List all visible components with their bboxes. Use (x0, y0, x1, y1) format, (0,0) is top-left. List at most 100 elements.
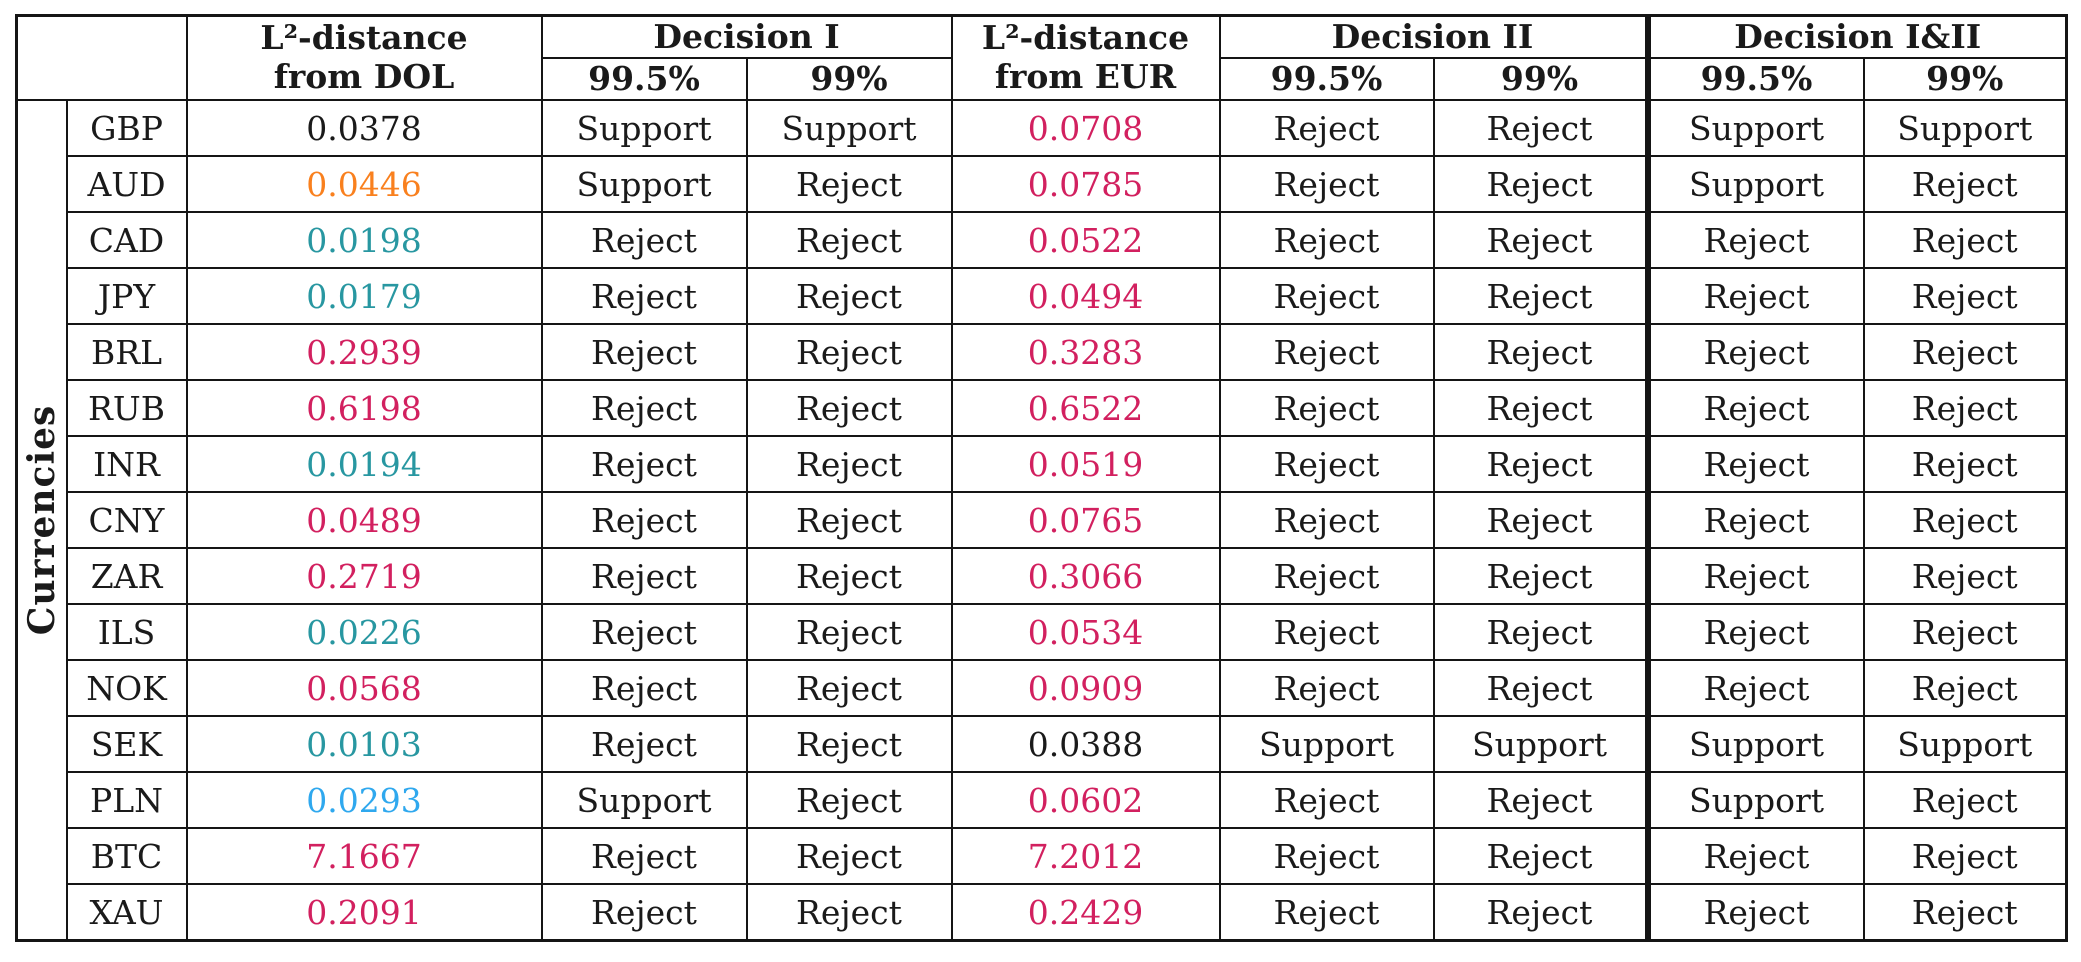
eur-distance-value-cell: 0.0494 (950, 267, 1221, 325)
decision1-99-value-cell: Reject (745, 435, 953, 493)
eur-distance-value-cell: 0.0708 (950, 99, 1221, 157)
decision1and2-995-value-cell: Reject (1644, 883, 1865, 942)
decision1-995-value-cell: Reject (540, 547, 748, 605)
decision1and2-99-value-cell: Reject (1862, 379, 2068, 437)
decision1and2-995-value-cell: Reject (1644, 435, 1865, 493)
decision1and2-99-value-cell: Reject (1862, 323, 2068, 381)
decision1-995-value-cell: Reject (540, 491, 748, 549)
decision1and2-995-value-cell: Support (1644, 715, 1865, 773)
row-group-label-currencies: Currencies (15, 99, 68, 942)
decision1and2-99-value-cell: Reject (1862, 211, 2068, 269)
dol-distance-value-cell: 0.6198 (185, 379, 543, 437)
decision2-995-value-cell: Reject (1218, 603, 1435, 661)
decision2-99-value-cell: Reject (1432, 155, 1649, 213)
decision1and2-99-value-cell: Support (1862, 715, 2068, 773)
decision1-995-value-cell: Support (540, 771, 748, 829)
decision1and2-995-value-cell: Reject (1644, 379, 1865, 437)
decision1-99-value-cell: Reject (745, 827, 953, 885)
dol-distance-value-cell: 0.0378 (185, 99, 543, 157)
eur-distance-value-cell: 0.3066 (950, 547, 1221, 605)
decision1-99-value-cell: Reject (745, 659, 953, 717)
dol-distance-value-cell: 0.0489 (185, 491, 543, 549)
currency-code-cell: GBP (65, 99, 188, 157)
dol-distance-value-cell: 0.2091 (185, 883, 543, 942)
currency-code-cell: RUB (65, 379, 188, 437)
decision2-99-value-cell: Reject (1432, 211, 1649, 269)
table-row: CNY 0.0489 Reject Reject 0.0765 Reject Reject R… (17, 491, 2068, 549)
decision2-995-value-cell: Reject (1218, 155, 1435, 213)
dol-distance-value-cell: 0.0568 (185, 659, 543, 717)
decision2-99-value-cell: Reject (1432, 883, 1649, 942)
decision1and2-99-value-cell: Reject (1862, 267, 2068, 325)
table-row: JPY 0.0179 Reject Reject 0.0494 Reject Reject R… (17, 267, 2068, 325)
currency-code-cell: INR (65, 435, 188, 493)
decision2-995-value-cell: Reject (1218, 435, 1435, 493)
decision1and2-995-value-cell: Reject (1644, 659, 1865, 717)
eur-distance-value-cell: 7.2012 (950, 827, 1221, 885)
header-eur-distance: L²-distance from EUR (950, 14, 1221, 101)
dol-distance-value-cell: 7.1667 (185, 827, 543, 885)
eur-distance-value-cell: 0.0785 (950, 155, 1221, 213)
dol-distance-value-cell: 0.2719 (185, 547, 543, 605)
table-body: Currencies GBP 0.0378 Support Support 0.0708 R… (15, 99, 2068, 942)
decision1and2-995-value-cell: Reject (1644, 603, 1865, 661)
decision2-995-value-cell: Reject (1218, 491, 1435, 549)
dol-distance-value-cell: 0.0103 (185, 715, 543, 773)
decision1and2-995-value-cell: Reject (1644, 267, 1865, 325)
decision1-995-value-cell: Reject (540, 323, 748, 381)
decision1-99-value-cell: Reject (745, 491, 953, 549)
decision1-99-value-cell: Reject (745, 379, 953, 437)
table-row: BRL 0.2939 Reject Reject 0.3283 Reject Reject R… (17, 323, 2068, 381)
currency-distance-decision-table: L²-distance from DOL Decision I L²-dista… (15, 14, 2068, 942)
table-row: INR 0.0194 Reject Reject 0.0519 Reject Reject R… (17, 435, 2068, 493)
decision2-99-value-cell: Reject (1432, 547, 1649, 605)
decision1and2-99-value-cell: Reject (1862, 155, 2068, 213)
decision1-995-value-cell: Reject (540, 883, 748, 942)
eur-distance-value-cell: 0.0388 (950, 715, 1221, 773)
header-row-groups: L²-distance from DOL Decision I L²-dista… (15, 14, 2068, 101)
table-row: BTC 7.1667 Reject Reject 7.2012 Reject Reject R… (17, 827, 2068, 885)
currency-code-cell: CNY (65, 491, 188, 549)
decision1and2-995-value-cell: Reject (1644, 547, 1865, 605)
decision1-995-value-cell: Reject (540, 211, 748, 269)
decision1-995-value-cell: Reject (540, 715, 748, 773)
decision1-995-value-cell: Support (540, 155, 748, 213)
header-decision1and2-99: 99% (1862, 57, 2068, 101)
decision1-99-value-cell: Reject (745, 883, 953, 942)
currency-code-cell: PLN (65, 771, 188, 829)
header-dol-line2: from DOL (273, 57, 455, 96)
currency-code-cell: NOK (65, 659, 188, 717)
decision2-995-value-cell: Reject (1218, 211, 1435, 269)
decision1-99-value-cell: Reject (745, 547, 953, 605)
decision2-99-value-cell: Reject (1432, 603, 1649, 661)
table-row: Currencies GBP 0.0378 Support Support 0.0708 R… (15, 99, 2068, 942)
dol-distance-value-cell: 0.0226 (185, 603, 543, 661)
decision2-99-value-cell: Reject (1432, 323, 1649, 381)
decision1-995-value-cell: Reject (540, 603, 748, 661)
header-decision2-99: 99% (1432, 57, 1649, 101)
decision2-99-value-cell: Reject (1432, 771, 1649, 829)
decision1and2-99-value-cell: Reject (1862, 547, 2068, 605)
dol-distance-value-cell: 0.2939 (185, 323, 543, 381)
decision1and2-995-value-cell: Reject (1644, 211, 1865, 269)
table-row: SEK 0.0103 Reject Reject 0.0388 Support Suppor… (17, 715, 2068, 773)
table-row: AUD 0.0446 Support Reject 0.0785 Reject Reject… (17, 155, 2068, 213)
decision2-995-value-cell: Reject (1218, 827, 1435, 885)
currency-code-cell: BTC (65, 827, 188, 885)
decision2-99-value-cell: Support (1432, 715, 1649, 773)
table-row: ZAR 0.2719 Reject Reject 0.3066 Reject Reject R… (17, 547, 2068, 605)
currency-code-cell: SEK (65, 715, 188, 773)
decision2-99-value-cell: Reject (1432, 379, 1649, 437)
header-decision1and2: Decision I&II (1644, 14, 2068, 59)
decision1and2-99-value-cell: Reject (1862, 603, 2068, 661)
decision2-995-value-cell: Reject (1218, 267, 1435, 325)
decision2-995-value-cell: Reject (1218, 883, 1435, 942)
decision2-99-value-cell: Reject (1432, 659, 1649, 717)
header-decision1-99: 99% (745, 57, 953, 101)
decision1and2-99-value-cell: Reject (1862, 827, 2068, 885)
dol-distance-value-cell: 0.0179 (185, 267, 543, 325)
decision1-99-value-cell: Reject (745, 211, 953, 269)
corner-cell (15, 14, 188, 101)
eur-distance-value-cell: 0.3283 (950, 323, 1221, 381)
decision1-995-value-cell: Reject (540, 827, 748, 885)
